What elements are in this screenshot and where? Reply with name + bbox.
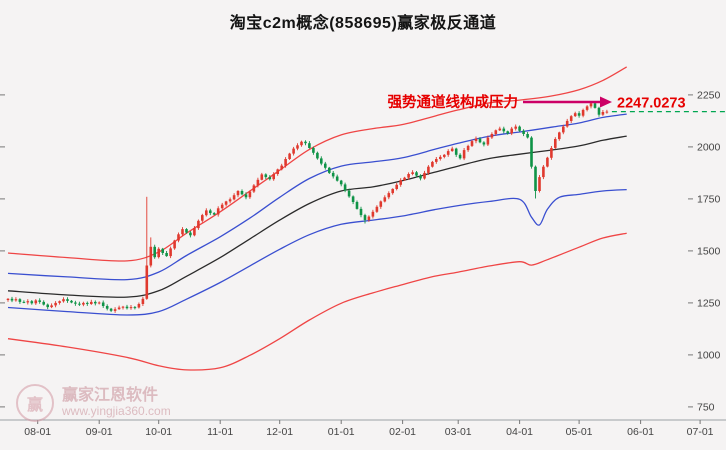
channel-lines (7, 66, 628, 371)
channel-line-mid (7, 135, 627, 298)
candles (6, 101, 609, 313)
y-axis-label: 1000 (697, 349, 721, 361)
x-axis-label: 06-01 (627, 426, 654, 438)
brand-logo-icon: 赢 (16, 384, 54, 422)
pressure-price-label: 2247.0273 (617, 96, 686, 112)
x-axis-label: 04-01 (506, 426, 533, 438)
x-axis-label: 08-01 (24, 426, 51, 438)
y-axis-label: 750 (697, 401, 715, 413)
x-axis-label: 05-01 (566, 426, 593, 438)
y-axis-label: 1750 (697, 193, 721, 205)
channel-line-blue-upper (7, 113, 627, 281)
x-axis-label: 01-01 (328, 426, 355, 438)
axes: 08-01 09-01 10-01 11-01 12-01 01-01 02-01 03-01… (0, 89, 726, 438)
channel-line-red-upper (7, 66, 628, 262)
annotation-arrow-head-icon (600, 96, 612, 108)
watermark: 赢 赢家江恩软件 www.yingjia360.com (16, 384, 171, 422)
y-axis-label: 1500 (697, 245, 721, 257)
channel-line-blue-lower (7, 188, 627, 316)
x-axis-label: 12-01 (266, 426, 293, 438)
pressure-annotation: 强势通道线构成压力 2247.0273 (388, 93, 686, 112)
x-axis-label: 02-01 (389, 426, 416, 438)
watermark-brand: 赢家江恩软件 (62, 386, 159, 404)
watermark-url: www.yingjia360.com (62, 404, 171, 419)
x-axis-label: 07-01 (687, 426, 714, 438)
y-axis-label: 2000 (697, 141, 721, 153)
y-axis-label: 2250 (697, 89, 721, 101)
x-axis-label: 09-01 (86, 426, 113, 438)
annotation-text: 强势通道线构成压力 (388, 93, 519, 111)
channel-line-red-lower (7, 232, 627, 371)
x-axis-label: 03-01 (445, 426, 472, 438)
chart-title: 淘宝c2m概念(858695)赢家极反通道 (229, 15, 497, 32)
y-axis-label: 1250 (697, 297, 721, 309)
x-axis-label: 10-01 (145, 426, 172, 438)
x-axis-label: 11-01 (207, 426, 233, 438)
